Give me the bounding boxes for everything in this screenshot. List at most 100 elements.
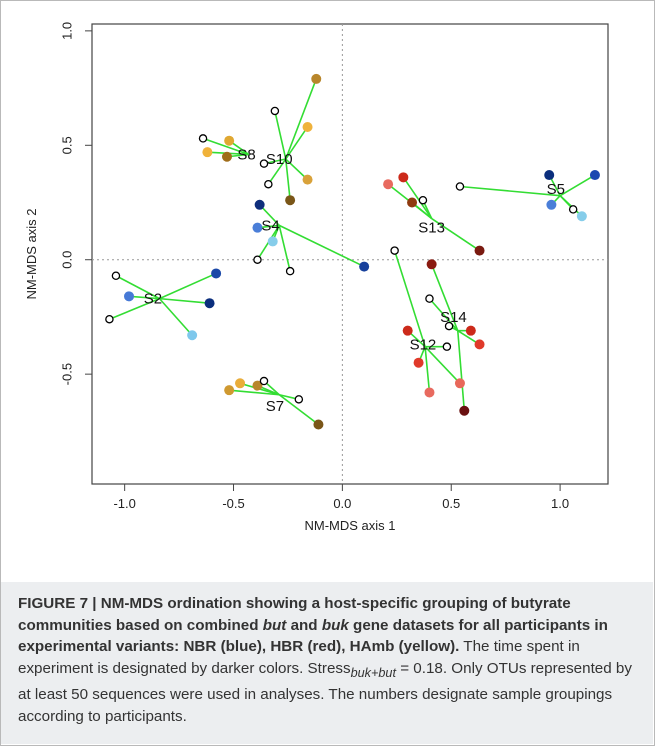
figure-caption: FIGURE 7 | NM-MDS ordination showing a h… bbox=[18, 593, 640, 727]
data-point bbox=[252, 222, 263, 233]
hollow-point bbox=[390, 246, 399, 255]
hollow-point bbox=[253, 255, 262, 264]
x-tick-label: -0.5 bbox=[222, 496, 244, 511]
spoke-line bbox=[459, 185, 561, 197]
caption-stress-sub: buk+but bbox=[350, 665, 396, 680]
caption-box bbox=[1, 582, 653, 744]
x-tick-label: 1.0 bbox=[551, 496, 569, 511]
caption-fig-label: FIGURE 7 | NM-MDS ordination showing a h… bbox=[18, 595, 571, 634]
hollow-point bbox=[418, 195, 428, 205]
data-point bbox=[576, 211, 587, 222]
data-point bbox=[474, 245, 485, 256]
caption-text: The time spent in experiment is designat… bbox=[18, 638, 580, 677]
data-point bbox=[407, 197, 418, 208]
x-tick-label: 0.0 bbox=[333, 496, 351, 511]
data-point bbox=[474, 339, 485, 350]
hollow-point bbox=[259, 376, 269, 386]
hollow-point bbox=[285, 266, 295, 276]
x-axis-label: NM-MDS axis 1 bbox=[304, 518, 395, 533]
caption-text-2: = 0.18. Only OTUs represented by at leas… bbox=[18, 659, 632, 725]
spoke-line bbox=[267, 158, 287, 185]
y-axis-label: NM-MDS axis 2 bbox=[24, 208, 39, 299]
group-label: S4 bbox=[261, 217, 279, 234]
data-point bbox=[302, 121, 313, 132]
y-tick-label: 0.5 bbox=[59, 136, 74, 154]
plot-box bbox=[91, 23, 609, 485]
x-tick-label: -1.0 bbox=[113, 496, 135, 511]
caption-variants: gene datasets for all participants in ex… bbox=[18, 616, 608, 656]
data-point bbox=[544, 170, 555, 181]
group-label: S13 bbox=[418, 220, 445, 237]
hollow-point bbox=[259, 159, 269, 168]
group-label: S5 bbox=[547, 181, 565, 198]
hollow-point bbox=[455, 182, 465, 191]
data-point bbox=[224, 135, 235, 146]
caption-and: and bbox=[286, 616, 322, 634]
data-point bbox=[313, 419, 324, 430]
spoke-line bbox=[559, 174, 596, 197]
y-tick-label: 0.0 bbox=[59, 251, 74, 269]
data-point bbox=[424, 387, 435, 398]
hollow-point bbox=[442, 342, 452, 351]
spoke-line bbox=[278, 394, 319, 426]
spoke-line bbox=[402, 176, 433, 219]
spoke-line bbox=[278, 224, 365, 268]
axes: -1.0 -0.5 0.0 0.5 1.0 -0.5 0.0 0.5 1.0 NM-MDS axi… bbox=[24, 22, 609, 533]
data-point bbox=[311, 73, 322, 84]
spoke-line bbox=[393, 250, 426, 347]
spoke-line bbox=[424, 346, 461, 384]
hollow-point bbox=[425, 294, 434, 303]
spoke-line bbox=[159, 297, 210, 305]
spoke-line bbox=[128, 295, 160, 300]
spoke-line bbox=[431, 217, 480, 252]
data-point bbox=[124, 291, 135, 302]
spoke-line bbox=[109, 297, 160, 320]
x-tick-label: 0.5 bbox=[442, 496, 460, 511]
spoke-line bbox=[285, 126, 309, 160]
spoke-line bbox=[430, 264, 459, 331]
data-point bbox=[235, 378, 246, 389]
group-label: S2 bbox=[144, 291, 162, 308]
data-point bbox=[285, 195, 296, 206]
spoke-line bbox=[158, 298, 193, 336]
spoke-line bbox=[274, 110, 287, 160]
group-label: S14 bbox=[440, 309, 467, 326]
hollow-point bbox=[568, 205, 578, 214]
spoke-line bbox=[278, 225, 291, 272]
nmds-chart: -1.0 -0.5 0.0 0.5 1.0 -0.5 0.0 0.5 1.0 NM-MDS axi… bbox=[24, 22, 609, 533]
caption-gene-but: but bbox=[262, 616, 287, 634]
group-label: S8 bbox=[237, 146, 255, 163]
data-point bbox=[211, 268, 222, 279]
y-tick-label: -0.5 bbox=[59, 363, 74, 385]
data-point bbox=[187, 330, 198, 341]
data-point bbox=[383, 179, 394, 190]
data-point bbox=[402, 325, 413, 336]
data-point bbox=[224, 385, 235, 396]
spoke-line bbox=[424, 346, 431, 393]
data-point bbox=[426, 259, 437, 270]
hollow-point bbox=[270, 106, 280, 116]
data-point bbox=[413, 357, 424, 368]
spoke-line bbox=[229, 389, 280, 396]
caption-gene-buk: buk bbox=[321, 616, 349, 634]
data-point bbox=[302, 174, 313, 185]
group-lines bbox=[109, 78, 596, 426]
spoke-line bbox=[202, 137, 250, 156]
spoke-line bbox=[115, 275, 160, 300]
spoke-line bbox=[284, 158, 291, 201]
hollow-point bbox=[105, 314, 114, 324]
data-point bbox=[359, 261, 370, 272]
y-tick-label: 1.0 bbox=[59, 22, 74, 40]
data-point bbox=[459, 405, 470, 416]
group-label: S7 bbox=[266, 398, 284, 415]
points bbox=[105, 73, 600, 430]
data-point bbox=[267, 236, 278, 247]
hollow-point bbox=[294, 395, 304, 404]
spoke-line bbox=[159, 272, 217, 300]
data-point bbox=[252, 380, 263, 391]
hollow-point bbox=[264, 179, 273, 189]
data-point bbox=[398, 172, 409, 183]
data-point bbox=[546, 199, 557, 210]
hollow-point bbox=[111, 271, 121, 280]
